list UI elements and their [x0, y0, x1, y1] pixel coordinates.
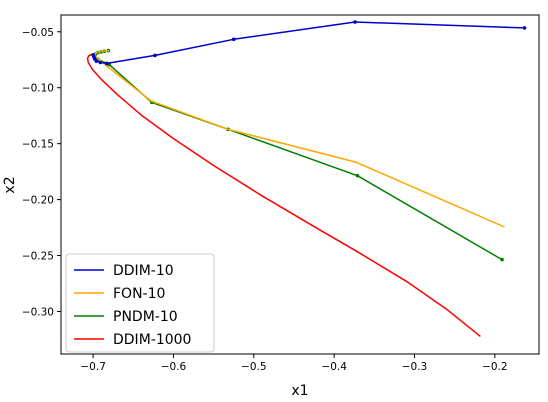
legend-label-fon-10: FON-10	[113, 286, 165, 302]
y-tick-label: −0.20	[22, 195, 54, 207]
series-layer	[86, 20, 527, 337]
data-point-pndm-10	[500, 257, 504, 262]
legend-label-ddim-1000: DDIM-1000	[113, 332, 191, 348]
y-tick-label: −0.10	[22, 83, 54, 95]
y-tick-label: −0.25	[22, 251, 54, 263]
data-point-ddim-10	[353, 20, 357, 24]
x-tick-label: −0.2	[482, 361, 508, 373]
series-ddim-10	[91, 20, 527, 66]
data-point-ddim-10	[91, 53, 95, 57]
legend-label-pndm-10: PNDM-10	[113, 309, 178, 325]
y-tick-label: −0.30	[22, 306, 54, 318]
data-point-ddim-10	[98, 60, 103, 65]
series-fon-10	[93, 49, 505, 228]
series-line-fon-10	[93, 49, 505, 228]
x-tick-label: −0.6	[161, 361, 187, 373]
x-axis-label: x1	[291, 383, 308, 399]
data-point-ddim-10	[104, 61, 109, 66]
x-tick-label: −0.7	[80, 361, 106, 373]
data-point-ddim-10	[231, 37, 236, 42]
legend-frame	[65, 253, 215, 353]
y-axis-ticks: −0.05 −0.10 −0.15 −0.20 −0.25 −0.30	[22, 27, 61, 318]
data-point-ddim-10	[522, 26, 527, 30]
y-tick-label: −0.05	[22, 27, 54, 39]
x-tick-label: −0.3	[402, 361, 428, 373]
y-tick-label: −0.15	[22, 139, 54, 151]
x-axis-ticks: −0.7 −0.6 −0.5 −0.4 −0.3 −0.2	[80, 354, 508, 373]
x-tick-label: −0.4	[321, 361, 347, 373]
legend-label-ddim-10: DDIM-10	[113, 263, 174, 279]
data-point-ddim-10	[153, 53, 157, 58]
legend: DDIM-10 FON-10 PNDM-10 DDIM-1000	[65, 253, 215, 353]
x-tick-label: −0.5	[241, 361, 267, 373]
y-axis-label: x2	[2, 176, 18, 193]
data-point-pndm-10	[355, 173, 360, 178]
